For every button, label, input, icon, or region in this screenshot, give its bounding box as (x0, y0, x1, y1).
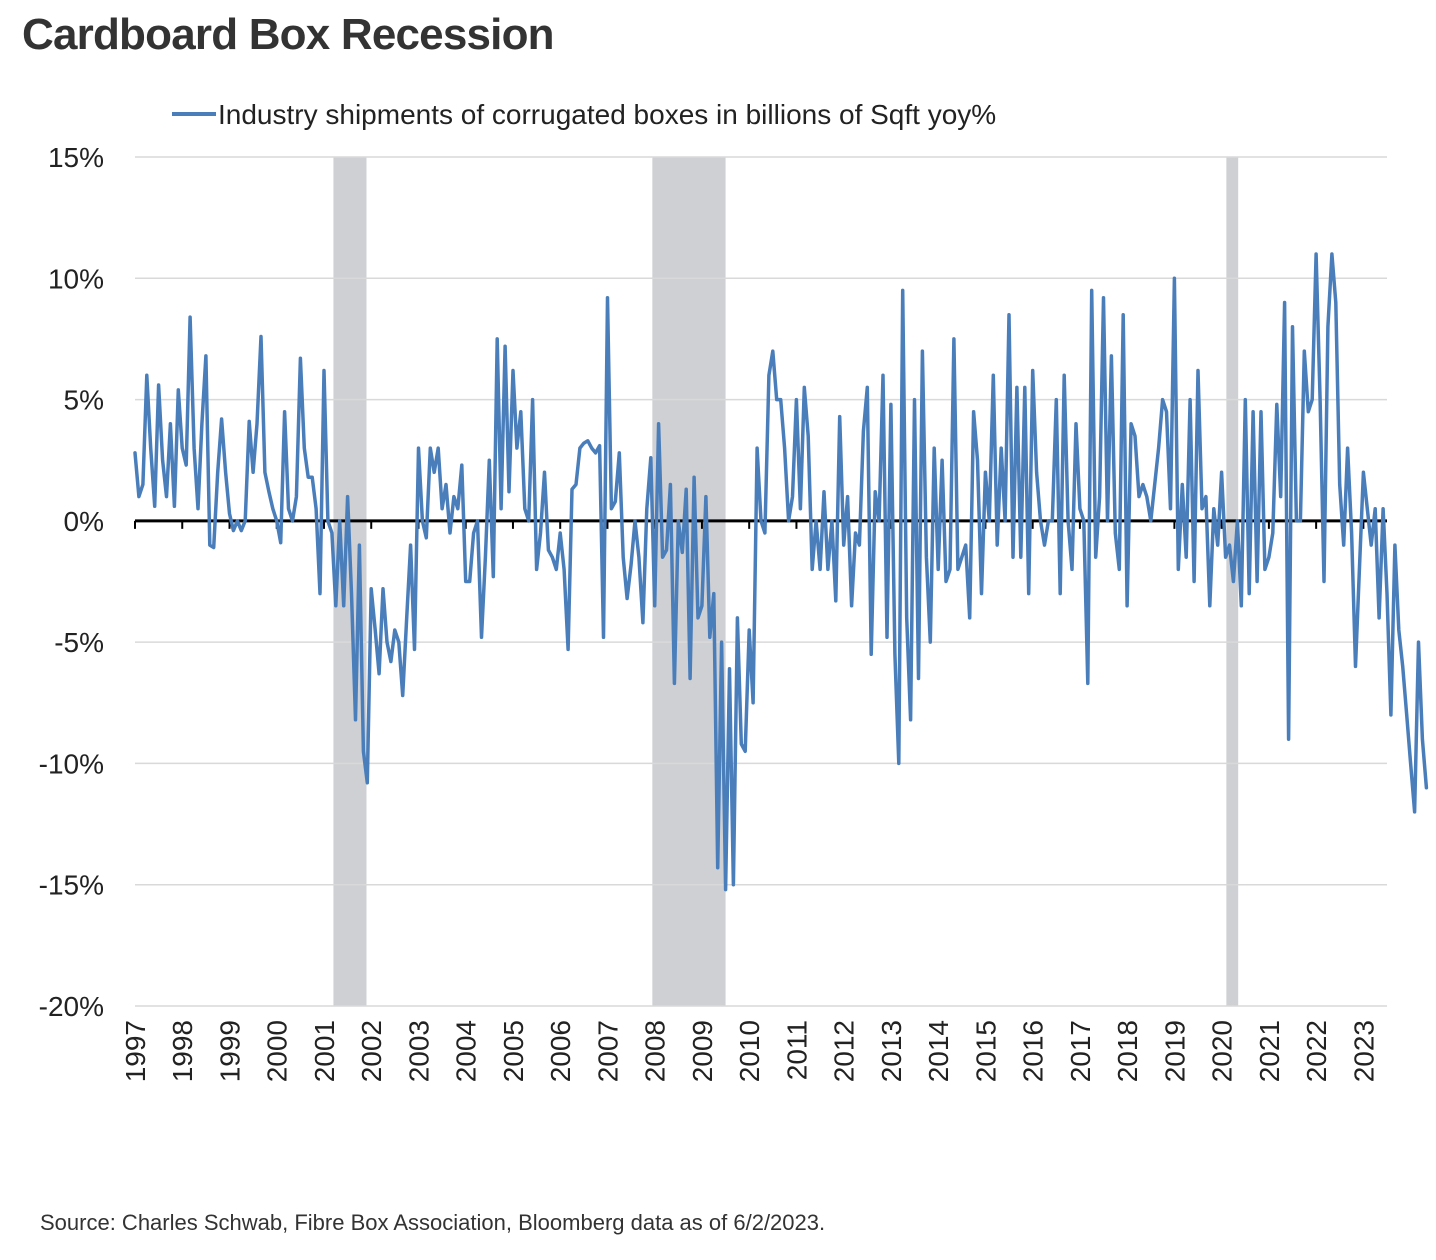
x-tick-label: 2012 (829, 1020, 860, 1082)
y-tick-label: 5% (64, 385, 104, 416)
x-tick-label: 2011 (781, 1020, 812, 1080)
x-tick-label: 2016 (1018, 1020, 1049, 1082)
series-line-0 (133, 252, 1429, 892)
x-tick-label: 2002 (356, 1020, 387, 1082)
x-tick-label: 2003 (403, 1020, 434, 1082)
x-tick-label: 2001 (309, 1020, 340, 1082)
x-tick-label: 2009 (687, 1020, 718, 1082)
y-tick-label: -15% (39, 870, 104, 901)
y-axis: 15% 10% 5% 0% -5% -10% -15% -20% (39, 142, 104, 1022)
x-tick-label: 2022 (1301, 1020, 1332, 1082)
x-tick-label: 1999 (214, 1020, 245, 1082)
y-tick-label: 10% (48, 263, 104, 294)
chart-title: Cardboard Box Recession (22, 10, 555, 59)
x-tick-label: 2017 (1065, 1020, 1096, 1082)
x-tick-label: 2008 (640, 1020, 671, 1082)
y-tick-label: -20% (39, 991, 104, 1022)
x-axis: 1997 1998 1999 2000 2001 2002 2003 2004 2005 2006… (120, 1020, 1379, 1082)
x-tick-label: 2005 (498, 1020, 529, 1082)
y-tick-label: 0% (64, 506, 104, 537)
x-tick-label: 2019 (1159, 1020, 1190, 1082)
x-tick-label: 1998 (167, 1020, 198, 1082)
x-tick-label: 2000 (262, 1020, 293, 1082)
chart-area: 15% 10% 5% 0% -5% -10% -15% -20% 1997 1998 1999 20… (39, 99, 1429, 1082)
y-tick-label: -5% (54, 627, 104, 658)
x-tick-label: 2006 (545, 1020, 576, 1082)
y-tick-label: 15% (48, 142, 104, 173)
x-tick-label: 2010 (734, 1020, 765, 1082)
x-tick-label: 2018 (1112, 1020, 1143, 1082)
source-note: Source: Charles Schwab, Fibre Box Associ… (40, 1210, 826, 1235)
x-tick-label: 2013 (876, 1020, 907, 1082)
x-tick-label: 1997 (120, 1020, 151, 1082)
x-tick-label: 2021 (1254, 1020, 1285, 1082)
x-tick-label: 2007 (592, 1020, 623, 1082)
gridlines (135, 156, 1387, 1007)
x-tick-label: 2014 (923, 1020, 954, 1082)
x-tick-label: 2004 (451, 1020, 482, 1082)
y-tick-label: -10% (39, 748, 104, 779)
x-tick-label: 2020 (1207, 1020, 1238, 1082)
legend-label: Industry shipments of corrugated boxes i… (218, 99, 996, 130)
legend: Industry shipments of corrugated boxes i… (172, 99, 996, 130)
x-tick-label: 2015 (970, 1020, 1001, 1082)
x-tick-label: 2023 (1348, 1020, 1379, 1082)
series-group (133, 252, 1429, 892)
